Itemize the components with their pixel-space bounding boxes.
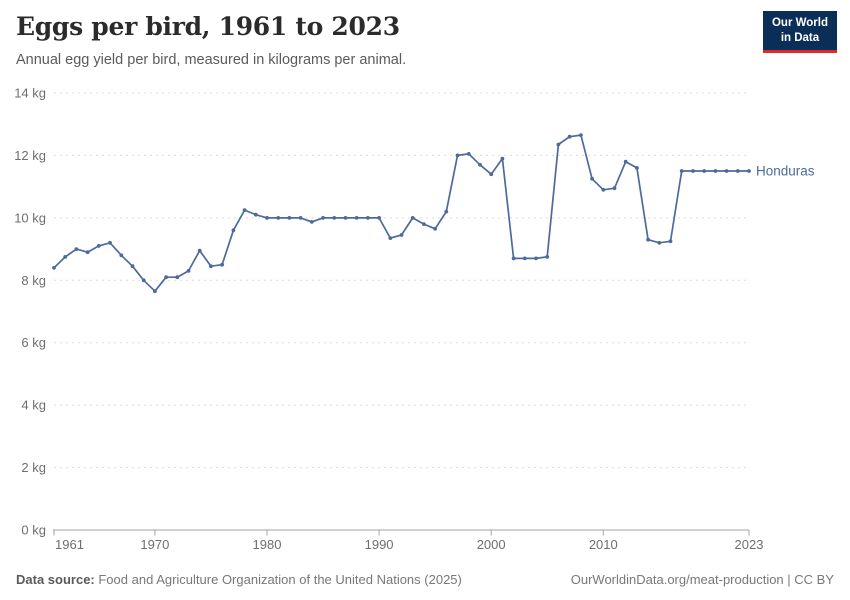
- data-point: [747, 169, 751, 173]
- data-point: [545, 255, 550, 259]
- data-point: [153, 289, 157, 294]
- data-point: [309, 220, 314, 224]
- data-point: [657, 240, 662, 245]
- x-tick-label: 2023: [735, 537, 764, 552]
- data-point: [354, 216, 359, 220]
- data-point: [96, 244, 101, 248]
- y-tick-label: 10 kg: [14, 210, 46, 225]
- y-tick-label: 4 kg: [21, 398, 46, 413]
- data-point: [500, 156, 505, 161]
- data-point: [713, 169, 718, 173]
- data-point: [141, 278, 146, 283]
- data-point: [601, 187, 606, 192]
- data-point: [534, 256, 538, 261]
- data-point: [702, 169, 707, 173]
- data-point: [343, 216, 348, 220]
- data-point: [175, 275, 180, 280]
- data-point: [635, 166, 639, 170]
- data-point: [197, 248, 202, 253]
- logo-line-1: Our World: [771, 17, 828, 29]
- data-point: [422, 222, 426, 227]
- data-point: [276, 216, 281, 220]
- data-point: [231, 228, 236, 233]
- footer-link[interactable]: OurWorldinData.org/meat-production | CC …: [570, 572, 834, 587]
- logo-line-2: in Data: [780, 31, 820, 44]
- data-point: [511, 256, 516, 261]
- data-point: [444, 209, 449, 214]
- x-tick-label: 1970: [140, 537, 169, 552]
- data-point: [52, 265, 56, 270]
- data-point: [455, 153, 460, 158]
- data-point: [433, 226, 437, 231]
- data-point: [63, 255, 68, 259]
- data-point: [298, 216, 303, 220]
- data-point: [388, 236, 393, 241]
- data-point: [164, 275, 169, 280]
- y-tick-label: 0 kg: [21, 523, 46, 538]
- y-tick-label: 6 kg: [21, 335, 46, 350]
- data-point: [478, 162, 482, 167]
- data-point: [679, 169, 684, 173]
- data-point: [366, 216, 370, 220]
- data-point: [186, 269, 191, 273]
- data-point: [74, 247, 79, 252]
- data-point: [399, 233, 404, 237]
- data-point: [567, 134, 572, 139]
- x-tick-label: 1980: [253, 537, 282, 552]
- y-tick-label: 2 kg: [21, 460, 46, 475]
- data-point: [691, 169, 695, 173]
- series-line: [53, 134, 750, 293]
- data-point: [119, 253, 124, 258]
- series-end-label: Honduras: [756, 164, 815, 179]
- data-point: [209, 264, 213, 269]
- chart-title: Eggs per bird, 1961 to 2023: [16, 12, 400, 41]
- x-tick-label: 1990: [365, 537, 394, 552]
- owid-logo[interactable]: Our World in Data: [762, 11, 837, 53]
- data-point: [130, 264, 135, 269]
- data-point: [377, 216, 381, 220]
- data-point: [735, 169, 740, 173]
- data-point: [556, 142, 561, 147]
- y-tick-label: 8 kg: [21, 273, 46, 288]
- data-point: [287, 216, 292, 220]
- data-source-label: Data source:: [16, 572, 95, 587]
- data-point: [85, 250, 90, 255]
- data-point: [220, 262, 225, 267]
- data-source-text: Food and Agriculture Organization of the…: [94, 572, 462, 587]
- data-point: [410, 216, 415, 220]
- x-tick-label: 2010: [589, 537, 618, 552]
- chart-footer: Data source: Food and Agriculture Organi…: [16, 572, 834, 587]
- y-tick-label: 14 kg: [14, 86, 46, 101]
- data-point: [332, 216, 337, 220]
- data-point: [646, 237, 650, 242]
- data-point: [668, 239, 673, 244]
- data-point: [590, 176, 594, 181]
- x-tick-label: 1961: [55, 537, 84, 552]
- x-tick-label: 2000: [477, 537, 506, 552]
- data-point: [489, 172, 494, 177]
- data-point: [242, 208, 247, 213]
- data-point: [265, 216, 269, 220]
- data-point: [522, 256, 527, 261]
- data-point: [612, 186, 617, 191]
- data-point: [108, 240, 112, 245]
- chart-subtitle: Annual egg yield per bird, measured in k…: [16, 52, 407, 68]
- data-point: [321, 216, 325, 220]
- data-point: [623, 159, 628, 164]
- data-point: [724, 169, 729, 173]
- data-point: [579, 133, 583, 138]
- data-source: Data source: Food and Agriculture Organi…: [16, 572, 462, 587]
- data-point: [253, 212, 258, 217]
- y-tick-label: 12 kg: [14, 148, 46, 163]
- data-point: [466, 152, 471, 156]
